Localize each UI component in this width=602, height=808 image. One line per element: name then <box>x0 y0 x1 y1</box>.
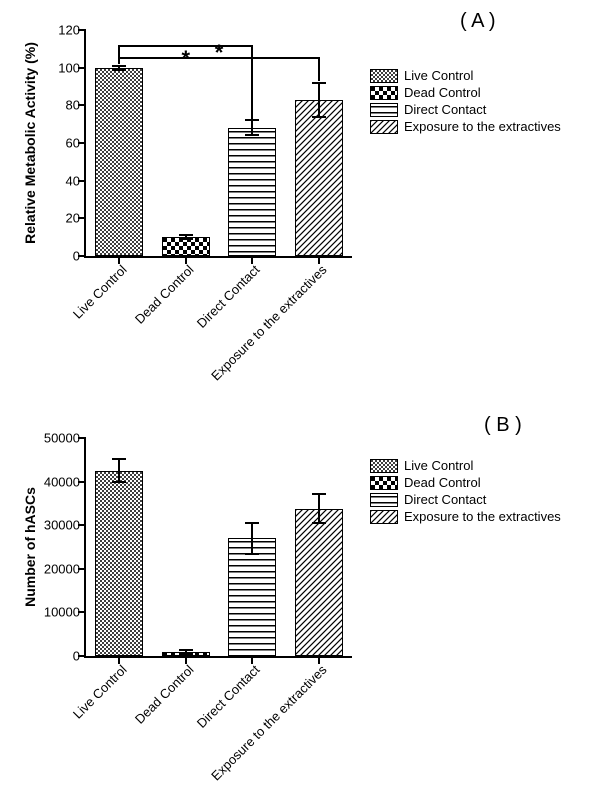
legend-swatch <box>370 459 398 473</box>
ytick-label: 60 <box>66 136 86 151</box>
legend-label: Dead Control <box>404 475 481 490</box>
error-cap <box>312 116 326 118</box>
error-cap <box>312 82 326 84</box>
ytick-label: 40000 <box>44 474 86 489</box>
legend-label: Live Control <box>404 458 473 473</box>
bar <box>295 100 343 256</box>
xtick-label: Dead Control <box>132 262 197 327</box>
ylabel-b: Number of hASCs <box>22 487 38 607</box>
sig-star: * <box>215 40 224 66</box>
xtick-label: Direct Contact <box>194 662 263 731</box>
error-cap <box>312 493 326 495</box>
xtick-label: Exposure to the extractives <box>208 262 329 383</box>
xtick-label: Exposure to the extractives <box>208 662 329 783</box>
ytick-label: 20 <box>66 211 86 226</box>
legend-swatch <box>370 120 398 134</box>
legend-item: Dead Control <box>370 85 561 100</box>
legend-item: Exposure to the extractives <box>370 509 561 524</box>
sig-line <box>318 57 320 81</box>
error-cap <box>112 65 126 67</box>
ytick-label: 30000 <box>44 518 86 533</box>
error-bar <box>251 523 253 554</box>
legend-item: Live Control <box>370 68 561 83</box>
ytick-label: 10000 <box>44 605 86 620</box>
legend-item: Direct Contact <box>370 102 561 117</box>
panel-b-label: ( B ) <box>484 414 522 437</box>
error-cap <box>179 649 193 651</box>
legend-swatch <box>370 86 398 100</box>
legend-label: Dead Control <box>404 85 481 100</box>
ytick-label: 40 <box>66 173 86 188</box>
xtick-label: Direct Contact <box>194 262 263 331</box>
error-cap <box>179 234 193 236</box>
error-cap <box>112 458 126 460</box>
legend-b: Live Control Dead Control Direct Contact Ex… <box>370 458 561 526</box>
legend-swatch <box>370 69 398 83</box>
plot-a: Relative Metabolic Activity (%) 02040608… <box>84 30 352 258</box>
sig-star: * <box>181 46 190 72</box>
bar <box>228 538 276 656</box>
legend-item: Dead Control <box>370 475 561 490</box>
error-bar <box>118 459 120 483</box>
legend-label: Live Control <box>404 68 473 83</box>
error-bar <box>251 120 253 135</box>
ytick-label: 0 <box>73 649 86 664</box>
legend-label: Direct Contact <box>404 102 486 117</box>
plot-b: Number of hASCs 010000200003000040000500… <box>84 438 352 658</box>
bar <box>228 128 276 256</box>
xtick-label: Live Control <box>70 262 130 322</box>
legend-item: Live Control <box>370 458 561 473</box>
error-cap <box>112 481 126 483</box>
bar <box>95 68 143 256</box>
bar <box>295 509 343 656</box>
error-cap <box>179 653 193 655</box>
error-bar <box>318 83 320 117</box>
legend-label: Exposure to the extractives <box>404 509 561 524</box>
error-cap <box>312 522 326 524</box>
xtick-label: Live Control <box>70 662 130 722</box>
figure: ( A ) Relative Metabolic Activity (%) 02… <box>0 0 602 808</box>
error-cap <box>112 69 126 71</box>
xtick-label: Dead Control <box>132 662 197 727</box>
ytick-label: 80 <box>66 98 86 113</box>
error-bar <box>318 494 320 524</box>
panel-b: ( B ) Number of hASCs 010000200003000040… <box>0 398 602 798</box>
legend-swatch <box>370 476 398 490</box>
legend-a: Live Control Dead Control Direct Contact Ex… <box>370 68 561 136</box>
panel-a: ( A ) Relative Metabolic Activity (%) 02… <box>0 0 602 388</box>
legend-swatch <box>370 510 398 524</box>
ytick-label: 50000 <box>44 431 86 446</box>
legend-item: Direct Contact <box>370 492 561 507</box>
ytick-label: 100 <box>58 60 86 75</box>
error-cap <box>245 553 259 555</box>
error-cap <box>179 238 193 240</box>
panel-a-label: ( A ) <box>460 10 496 33</box>
ylabel-a: Relative Metabolic Activity (%) <box>22 42 38 244</box>
legend-swatch <box>370 493 398 507</box>
error-cap <box>245 522 259 524</box>
error-cap <box>245 134 259 136</box>
legend-label: Exposure to the extractives <box>404 119 561 134</box>
ytick-label: 0 <box>73 249 86 264</box>
legend-label: Direct Contact <box>404 492 486 507</box>
ytick-label: 20000 <box>44 561 86 576</box>
sig-line <box>118 45 120 59</box>
legend-swatch <box>370 103 398 117</box>
legend-item: Exposure to the extractives <box>370 119 561 134</box>
bar <box>95 471 143 656</box>
ytick-label: 120 <box>58 23 86 38</box>
